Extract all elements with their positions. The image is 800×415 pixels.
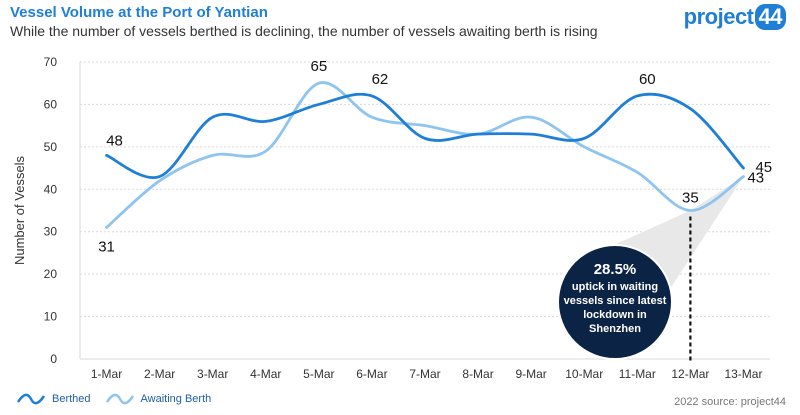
y-tick-label: 60 — [44, 97, 58, 111]
legend: Berthed Awaiting Berth — [16, 393, 211, 405]
y-tick-label: 20 — [44, 267, 58, 281]
x-tick-label: 1-Mar — [91, 367, 122, 381]
x-tick-label: 4-Mar — [250, 367, 281, 381]
x-tick-label: 3-Mar — [197, 367, 228, 381]
data-label: 65 — [311, 58, 328, 75]
legend-swatch-berthed — [16, 393, 46, 405]
data-label: 31 — [98, 238, 115, 255]
legend-label-awaiting: Awaiting Berth — [140, 393, 212, 405]
logo-number: 44 — [754, 4, 786, 30]
y-tick-label: 50 — [44, 140, 58, 154]
x-tick-label: 12-Mar — [671, 367, 709, 381]
y-axis-title: Number of Vessels — [12, 155, 27, 265]
legend-item-berthed: Berthed — [16, 393, 91, 405]
x-tick-label: 10-Mar — [565, 367, 603, 381]
annotation-value: 28.5% — [594, 261, 637, 278]
logo-text: project — [683, 4, 754, 29]
x-tick-label: 8-Mar — [462, 367, 493, 381]
legend-swatch-awaiting — [105, 393, 134, 405]
source-note: 2022 source: project44 — [674, 396, 786, 408]
y-tick-label: 40 — [44, 182, 58, 196]
x-tick-label: 2-Mar — [144, 367, 175, 381]
y-tick-label: 0 — [50, 352, 57, 366]
chart-title: Vessel Volume at the Port of Yantian — [10, 4, 268, 21]
data-label: 45 — [755, 159, 772, 176]
legend-label-berthed: Berthed — [52, 393, 91, 405]
data-label: 35 — [682, 190, 699, 207]
y-tick-label: 70 — [44, 55, 58, 69]
legend-item-awaiting: Awaiting Berth — [105, 393, 212, 405]
y-tick-label: 10 — [44, 310, 58, 324]
data-label: 48 — [106, 132, 123, 149]
series-line-awaiting-berth — [105, 81, 745, 229]
x-tick-label: 9-Mar — [515, 367, 546, 381]
chart-subtitle: While the number of vessels berthed is d… — [10, 23, 598, 39]
series-line-berthed — [105, 92, 745, 180]
x-tick-label: 11-Mar — [619, 367, 656, 381]
project44-logo: project 44 — [684, 4, 786, 30]
y-tick-label: 30 — [44, 225, 58, 239]
data-label: 43 — [747, 170, 764, 187]
data-label: 60 — [639, 71, 656, 88]
x-tick-label: 7-Mar — [409, 367, 440, 381]
x-tick-label: 5-Mar — [303, 367, 334, 381]
annotation-text: uptick in waiting vessels since latest loc… — [564, 281, 667, 335]
annotation-bubble — [557, 244, 673, 360]
x-tick-label: 6-Mar — [356, 367, 387, 381]
x-tick-label: 13-Mar — [724, 367, 762, 381]
data-label: 62 — [372, 71, 389, 88]
